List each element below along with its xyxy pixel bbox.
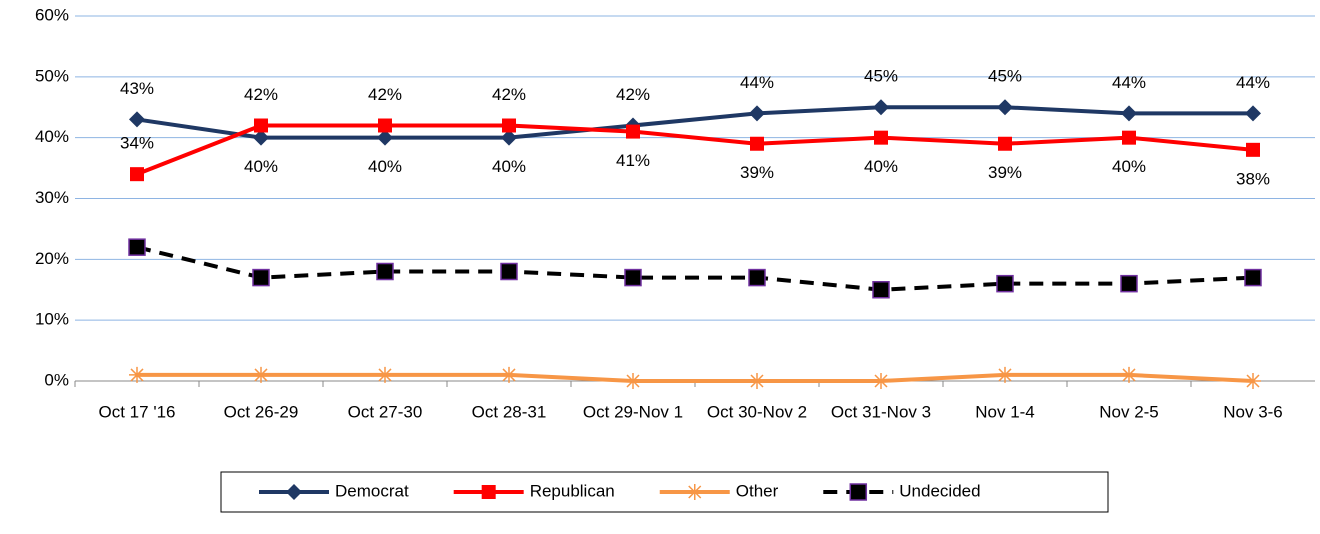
data-label: 45%	[988, 67, 1022, 86]
marker	[1246, 142, 1260, 157]
legend: Democrat Republican Other Undecided	[220, 471, 1109, 513]
x-tick-label: Oct 29-Nov 1	[583, 402, 683, 421]
marker	[481, 485, 496, 499]
data-label: 39%	[988, 163, 1022, 182]
marker	[377, 129, 393, 146]
legend-label: Other	[736, 481, 779, 500]
marker	[749, 105, 765, 122]
data-label: 41%	[616, 151, 650, 170]
series-line	[136, 105, 1253, 140]
series-line	[136, 245, 1254, 292]
marker	[129, 111, 145, 128]
legend-label: Undecided	[899, 481, 980, 500]
marker	[253, 129, 269, 146]
marker	[626, 124, 640, 139]
x-tick-label: Oct 17 '16	[99, 402, 176, 421]
data-label: 40%	[864, 157, 898, 176]
marker	[1245, 105, 1261, 122]
marker	[996, 274, 1014, 293]
marker	[998, 136, 1012, 151]
x-tick-label: Oct 31-Nov 3	[831, 402, 931, 421]
data-label: 38%	[1236, 169, 1270, 188]
marker	[1120, 274, 1138, 293]
data-label: 40%	[1112, 157, 1146, 176]
data-label: 42%	[616, 85, 650, 104]
data-label: 44%	[1112, 73, 1146, 92]
data-label: 42%	[492, 85, 526, 104]
marker	[377, 366, 393, 383]
marker	[1245, 373, 1261, 389]
data-label: 44%	[1236, 73, 1270, 92]
legend-label: Republican	[530, 481, 615, 500]
y-tick-label: 50%	[35, 66, 69, 85]
marker	[128, 238, 146, 256]
marker	[378, 118, 392, 133]
y-tick-label: 0%	[44, 370, 69, 389]
marker	[625, 373, 641, 389]
data-label: 34%	[120, 134, 154, 153]
x-tick-label: Oct 28-31	[472, 402, 547, 421]
marker	[502, 118, 516, 133]
marker	[1244, 268, 1262, 287]
marker	[873, 99, 889, 116]
marker	[874, 130, 888, 145]
y-tick-label: 40%	[35, 127, 69, 146]
marker	[130, 167, 144, 182]
marker	[849, 483, 868, 501]
series-line	[137, 372, 1254, 383]
data-label: 39%	[740, 163, 774, 182]
marker	[997, 99, 1013, 116]
x-tick-label: Oct 27-30	[348, 402, 423, 421]
data-label: 40%	[492, 157, 526, 176]
x-tick-label: Oct 30-Nov 2	[707, 402, 807, 421]
data-label: 43%	[120, 79, 154, 98]
data-label: 40%	[244, 157, 278, 176]
data-label: 42%	[368, 85, 402, 104]
marker	[376, 262, 394, 281]
marker	[253, 366, 269, 383]
y-tick-label: 10%	[35, 310, 69, 329]
data-label: 45%	[864, 67, 898, 86]
marker	[1121, 105, 1137, 122]
data-label: 44%	[740, 73, 774, 92]
marker	[286, 484, 302, 500]
marker	[872, 281, 890, 299]
marker	[624, 268, 642, 287]
marker	[254, 118, 268, 133]
y-tick-label: 60%	[35, 5, 69, 24]
marker	[129, 366, 145, 383]
marker	[500, 262, 518, 281]
y-tick-label: 30%	[35, 188, 69, 207]
marker	[749, 373, 765, 389]
marker	[252, 268, 270, 287]
marker	[686, 484, 703, 500]
marker	[1121, 366, 1137, 383]
series-line	[136, 123, 1254, 177]
data-label: 42%	[244, 85, 278, 104]
marker	[997, 366, 1013, 383]
marker	[501, 366, 517, 383]
x-tick-label: Nov 3-6	[1223, 402, 1283, 421]
x-tick-label: Nov 2-5	[1099, 402, 1159, 421]
marker	[873, 373, 889, 389]
data-label: 40%	[368, 157, 402, 176]
x-tick-label: Oct 26-29	[224, 402, 299, 421]
marker	[1122, 130, 1136, 145]
marker	[748, 268, 766, 287]
marker	[501, 129, 517, 146]
marker	[750, 136, 764, 151]
x-tick-label: Nov 1-4	[975, 402, 1035, 421]
legend-label: Democrat	[335, 481, 409, 500]
y-tick-label: 20%	[35, 249, 69, 268]
